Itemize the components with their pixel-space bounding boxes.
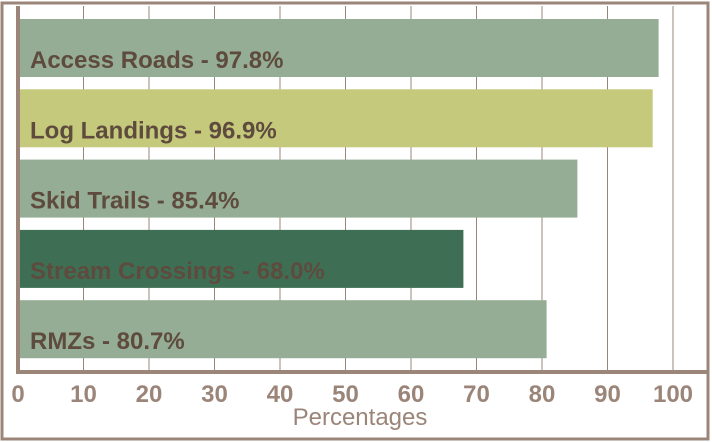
bar: [18, 89, 653, 148]
bar-label: Log Landings - 96.9%: [30, 117, 277, 144]
x-tick-label: 40: [267, 381, 294, 408]
x-tick-label: 60: [398, 381, 425, 408]
x-tick-label: 10: [70, 381, 97, 408]
bar-label: Stream Crossings - 68.0%: [30, 258, 325, 285]
bar: [18, 19, 659, 77]
x-tick-label: 30: [201, 381, 228, 408]
x-tick-label: 70: [463, 381, 490, 408]
x-axis-label: Percentages: [293, 404, 428, 431]
x-tick-label: 20: [136, 381, 163, 408]
bar-label: RMZs - 80.7%: [30, 328, 185, 355]
bar: [18, 229, 464, 288]
bar: [18, 159, 578, 218]
bar: [18, 300, 547, 359]
x-tick-label: 90: [594, 381, 621, 408]
bar-label: Access Roads - 97.8%: [30, 47, 283, 74]
bar-label: Skid Trails - 85.4%: [30, 188, 239, 215]
x-tick-label: 0: [11, 381, 24, 408]
x-tick-label: 80: [529, 381, 556, 408]
x-tick-label: 100: [653, 381, 693, 408]
x-tick-label: 50: [332, 381, 359, 408]
